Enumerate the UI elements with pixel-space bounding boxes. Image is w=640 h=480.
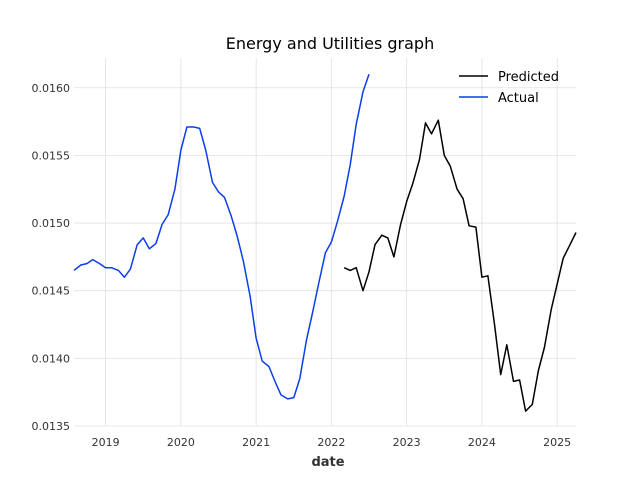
y-tick-label: 0.0145 [32,285,71,298]
x-tick-label: 2025 [543,436,571,449]
tick-layer: 0.0135 0.0140 0.0145 0.0150 0.0155 0.0160 2019… [32,82,572,449]
legend: Predicted Actual [459,70,559,106]
x-tick-label: 2022 [317,436,345,449]
chart-title: Energy and Utilities graph [226,34,434,53]
series-layer [73,73,577,412]
x-axis-label: date [311,455,344,470]
series-line-predicted [343,119,577,412]
series-line-actual [73,73,370,400]
grid-layer [74,58,576,427]
legend-label-actual: Actual [498,91,539,106]
y-tick-label: 0.0135 [32,420,71,433]
y-tick-label: 0.0155 [32,149,71,162]
y-tick-label: 0.0150 [32,217,71,230]
x-tick-label: 2024 [468,436,496,449]
y-tick-label: 0.0160 [32,82,71,95]
legend-label-predicted: Predicted [498,70,559,85]
x-tick-label: 2021 [242,436,270,449]
x-tick-label: 2020 [167,436,195,449]
x-tick-label: 2023 [393,436,421,449]
y-tick-label: 0.0140 [32,352,71,365]
x-tick-label: 2019 [92,436,120,449]
